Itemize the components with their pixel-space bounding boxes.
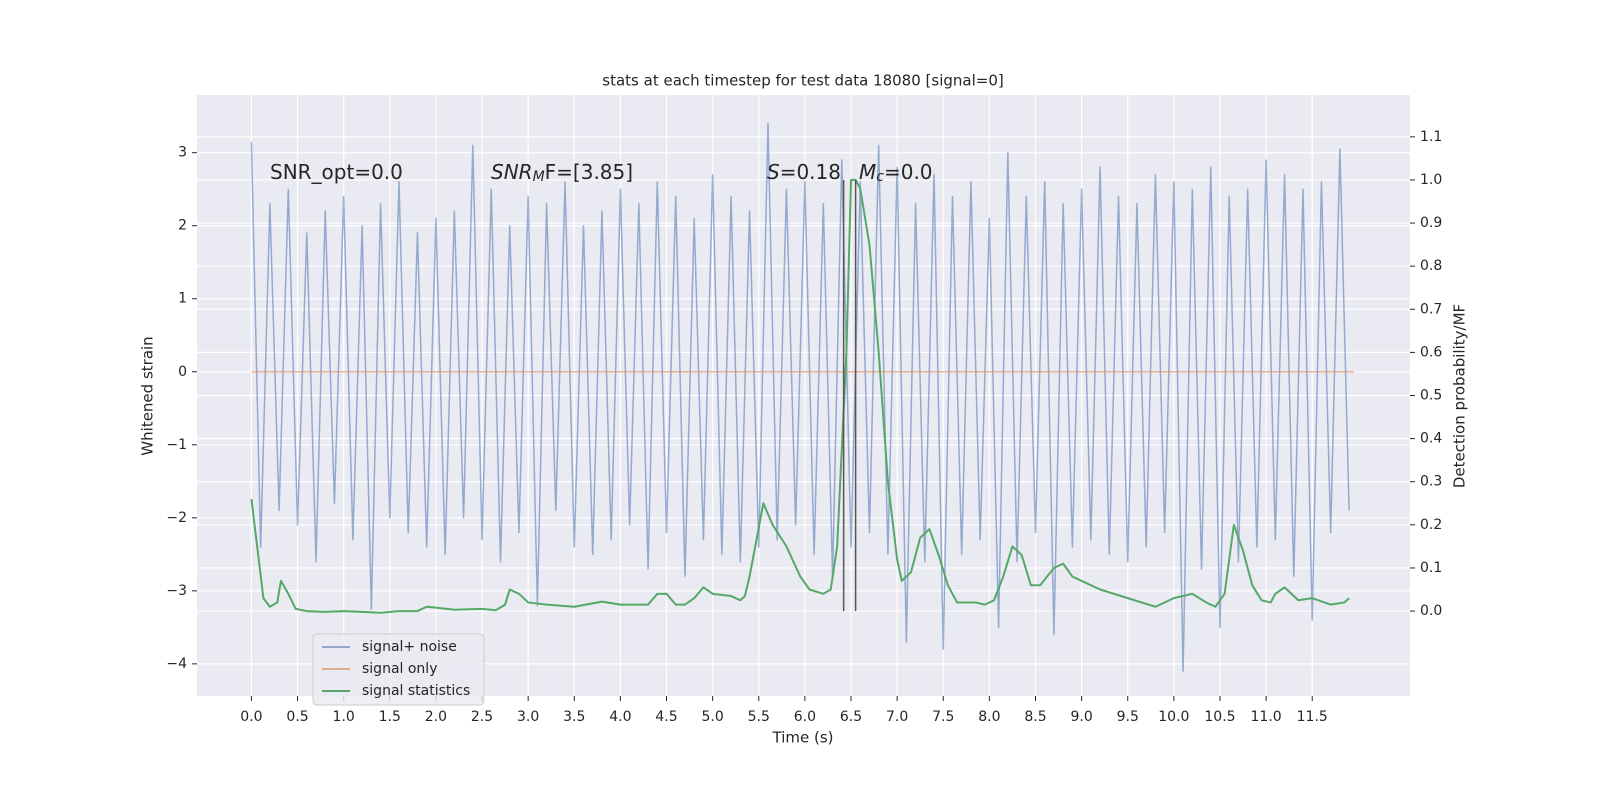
annotation-part: c <box>876 169 884 185</box>
annotation-part: SNR <box>491 160 533 184</box>
y2-tick-label: 0.5 <box>1420 388 1442 404</box>
y2-tick-label: 0.4 <box>1420 431 1442 447</box>
x-tick-label: 5.0 <box>702 709 724 725</box>
x-tick-label: 4.5 <box>655 709 677 725</box>
x-tick-label: 4.0 <box>609 709 631 725</box>
x-tick-label: 6.0 <box>794 709 816 725</box>
legend-box <box>312 633 485 706</box>
x-tick-label: 5.5 <box>748 709 770 725</box>
y2-axis-label: Detection probability/MF <box>1451 304 1469 488</box>
x-tick-label: 10.0 <box>1158 709 1189 725</box>
annotation-part: M <box>533 169 545 185</box>
x-tick-label: 9.0 <box>1070 709 1092 725</box>
annotation-part: SNR_opt=0.0 <box>270 160 403 184</box>
annotation-part: S <box>767 160 780 184</box>
annotation: SNR_opt=0.0 <box>270 160 403 184</box>
x-tick-label: 2.0 <box>425 709 447 725</box>
y-tick-label: 0 <box>178 364 187 380</box>
x-tick-label: 1.5 <box>379 709 401 725</box>
legend-label: signal only <box>362 661 437 677</box>
chart-title: stats at each timestep for test data 180… <box>602 72 1003 90</box>
y-tick-label: −3 <box>166 583 187 599</box>
y2-tick-label: 0.6 <box>1420 344 1442 360</box>
y-tick-label: 1 <box>178 291 187 307</box>
labels: 0.0 0.5 1.0 1.5 2.0 2.5 3.0 3.5 4.0 4.5 5.0 5.5 6.0 6… <box>166 129 1442 725</box>
y-tick-label: 3 <box>178 145 187 161</box>
y-tick-label: −4 <box>166 656 187 672</box>
annotation-part: F=[3.85] <box>545 160 633 184</box>
x-tick-label: 8.5 <box>1024 709 1046 725</box>
legend: signal+ noise signal only signal statistic… <box>312 633 485 706</box>
x-tick-label: 8.0 <box>978 709 1000 725</box>
x-tick-label: 2.5 <box>471 709 493 725</box>
annotation-part: =0.0 <box>884 160 933 184</box>
x-tick-label: 7.5 <box>932 709 954 725</box>
y2-tick-label: 0.2 <box>1420 517 1442 533</box>
y-tick-label: −1 <box>166 437 187 453</box>
y-tick-label: −2 <box>166 510 187 526</box>
y2-tick-label: 1.1 <box>1420 129 1442 145</box>
x-tick-label: 0.0 <box>240 709 262 725</box>
legend-label: signal+ noise <box>362 639 457 655</box>
y2-tick-label: 0.8 <box>1420 258 1442 274</box>
x-tick-label: 3.0 <box>517 709 539 725</box>
x-tick-label: 11.0 <box>1251 709 1282 725</box>
legend-label: signal statistics <box>362 683 470 699</box>
x-tick-label: 9.5 <box>1117 709 1139 725</box>
x-tick-label: 1.0 <box>333 709 355 725</box>
y-axis-label: Whitened strain <box>139 336 157 455</box>
y2-tick-label: 0.7 <box>1420 301 1442 317</box>
y2-tick-label: 0.3 <box>1420 474 1442 490</box>
series-line <box>250 178 1350 614</box>
x-tick-label: 7.0 <box>886 709 908 725</box>
annotation: SNRMF=[3.85] <box>491 160 633 185</box>
annotation-part: =0.18 <box>780 160 841 184</box>
marks <box>250 122 1354 672</box>
series-line <box>250 122 1350 672</box>
annotation: S=0.18 Mc=0.0 <box>767 160 933 185</box>
x-axis-label: Time (s) <box>772 729 834 747</box>
y2-tick-label: 0.1 <box>1420 560 1442 576</box>
x-tick-label: 3.5 <box>563 709 585 725</box>
y2-tick-label: 0.9 <box>1420 215 1442 231</box>
y2-tick-label: 0.0 <box>1420 603 1442 619</box>
y-tick-label: 2 <box>178 218 187 234</box>
annotation-part: M <box>859 160 876 184</box>
y2-tick-label: 1.0 <box>1420 172 1442 188</box>
x-tick-label: 6.5 <box>840 709 862 725</box>
x-tick-label: 0.5 <box>286 709 308 725</box>
x-tick-label: 10.5 <box>1204 709 1235 725</box>
x-tick-label: 11.5 <box>1297 709 1328 725</box>
